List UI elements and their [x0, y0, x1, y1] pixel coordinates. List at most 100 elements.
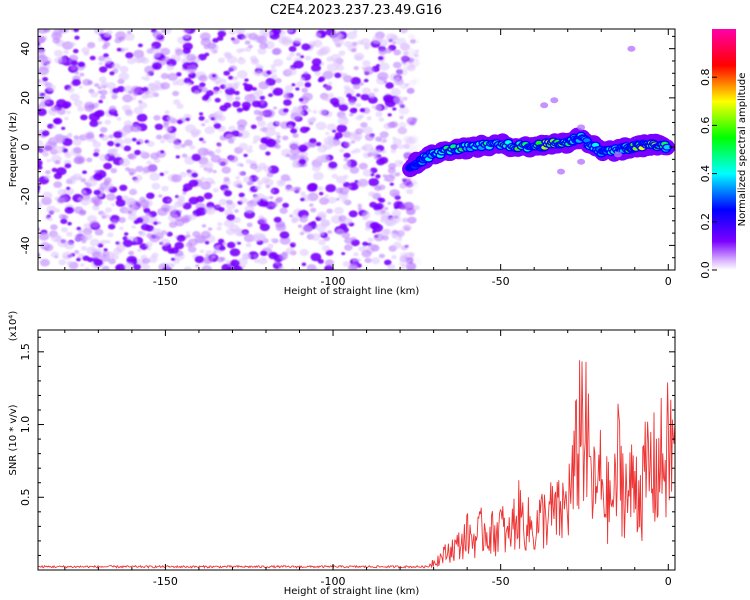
- noise-blob: [279, 207, 288, 214]
- noise-blob: [61, 251, 73, 260]
- noise-blob: [298, 158, 307, 165]
- noise-blob: [257, 47, 267, 55]
- ridge-peak: [663, 145, 671, 150]
- noise-blob: [406, 87, 415, 94]
- noise-blob: [164, 170, 169, 174]
- noise-blob: [74, 250, 80, 254]
- noise-blob: [201, 224, 207, 228]
- noise-blob: [351, 140, 355, 144]
- noise-blob: [307, 109, 312, 113]
- noise-blob: [77, 197, 83, 201]
- noise-blob: [188, 214, 197, 221]
- noise-blob: [131, 85, 141, 93]
- noise-blob: [275, 120, 281, 126]
- noise-blob: [397, 144, 405, 150]
- noise-blob: [262, 195, 270, 202]
- noise-blob: [375, 111, 383, 118]
- noise-blob: [394, 172, 401, 177]
- noise-blob: [199, 182, 206, 187]
- noise-blob: [339, 115, 346, 120]
- noise-blob: [85, 132, 95, 140]
- noise-blob: [204, 126, 215, 135]
- noise-blob: [115, 199, 126, 207]
- ridge-peak: [535, 140, 543, 146]
- noise-blob: [223, 70, 230, 76]
- noise-blob: [401, 217, 409, 223]
- noise-blob: [387, 113, 392, 117]
- noise-blob: [298, 144, 308, 152]
- noise-blob: [113, 113, 119, 117]
- noise-blob: [204, 240, 210, 245]
- noise-blob: [360, 93, 370, 101]
- noise-blob: [323, 137, 332, 144]
- noise-blob: [198, 116, 205, 121]
- noise-blob: [234, 81, 241, 87]
- noise-blob: [38, 141, 39, 145]
- noise-blob: [191, 172, 199, 178]
- noise-blob: [202, 161, 214, 170]
- noise-blob: [58, 259, 67, 266]
- noise-blob: [70, 65, 77, 71]
- y-tick-label: 40: [19, 42, 32, 56]
- noise-blob: [61, 126, 66, 130]
- noise-blob: [255, 89, 264, 96]
- noise-blob: [38, 66, 49, 76]
- noise-blob: [237, 57, 246, 65]
- noise-blob: [51, 167, 58, 173]
- noise-blob: [300, 191, 306, 196]
- noise-blob: [298, 97, 304, 102]
- noise-blob: [160, 82, 171, 90]
- noise-blob: [309, 142, 317, 148]
- noise-blob: [97, 90, 102, 94]
- noise-blob: [81, 232, 93, 241]
- noise-blob: [157, 221, 162, 225]
- noise-blob: [78, 210, 87, 216]
- noise-blob: [415, 39, 420, 44]
- noise-blob: [405, 181, 414, 188]
- noise-blob: [78, 230, 84, 235]
- noise-blob: [368, 96, 378, 104]
- noise-blob: [259, 42, 268, 50]
- noise-blob: [384, 47, 393, 54]
- noise-blob: [330, 53, 342, 63]
- noise-blob: [173, 142, 183, 150]
- noise-blob: [273, 216, 282, 223]
- noise-blob: [321, 220, 330, 227]
- noise-blob: [378, 253, 385, 259]
- noise-blob: [252, 195, 261, 202]
- noise-blob: [203, 45, 210, 50]
- noise-blob: [176, 103, 184, 109]
- noise-blob: [385, 217, 397, 227]
- noise-blob: [378, 184, 386, 191]
- noise-blob: [390, 88, 401, 96]
- noise-blob: [392, 234, 398, 239]
- noise-blob: [364, 257, 372, 264]
- noise-blob: [236, 107, 244, 113]
- noise-blob: [291, 161, 300, 168]
- noise-blob: [301, 151, 309, 157]
- noise-blob: [128, 90, 134, 95]
- noise-blob: [287, 29, 294, 33]
- noise-blob: [291, 218, 298, 224]
- noise-blob: [212, 170, 217, 174]
- noise-blob: [199, 112, 204, 116]
- noise-blob: [100, 81, 109, 88]
- y-axis-title: Frequency (Hz): [8, 112, 19, 188]
- noise-blob: [119, 65, 129, 73]
- noise-blob: [112, 147, 119, 153]
- noise-blob: [330, 30, 342, 40]
- noise-blob: [216, 256, 224, 263]
- noise-blob: [75, 234, 84, 241]
- noise-blob: [327, 81, 333, 86]
- snr-plot-area: [38, 360, 675, 569]
- noise-blob: [203, 192, 213, 200]
- noise-blob: [362, 241, 369, 247]
- noise-blob: [300, 55, 305, 59]
- noise-blob: [215, 148, 222, 154]
- noise-blob: [38, 29, 49, 34]
- noise-blob: [259, 127, 264, 132]
- noise-blob: [270, 238, 276, 242]
- noise-blob: [182, 191, 187, 195]
- noise-blob: [392, 41, 397, 45]
- noise-blob: [116, 47, 122, 52]
